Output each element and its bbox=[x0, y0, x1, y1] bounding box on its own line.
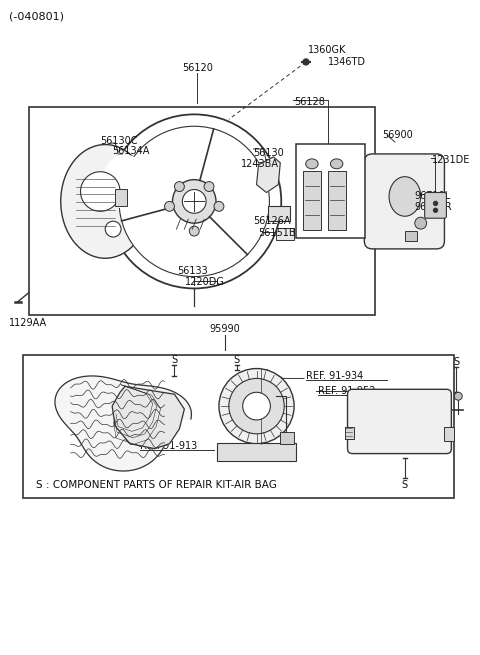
Polygon shape bbox=[256, 157, 280, 193]
Bar bbox=[276, 228, 294, 240]
Circle shape bbox=[433, 208, 437, 212]
Circle shape bbox=[243, 392, 270, 420]
Bar bbox=[280, 432, 294, 443]
Circle shape bbox=[229, 379, 284, 434]
Text: 56134A: 56134A bbox=[112, 146, 150, 156]
Circle shape bbox=[182, 189, 206, 214]
Text: 96710R: 96710R bbox=[415, 202, 452, 212]
Text: 56151B: 56151B bbox=[259, 228, 296, 238]
Text: 56126A: 56126A bbox=[253, 216, 291, 226]
Text: (-040801): (-040801) bbox=[9, 12, 64, 22]
Circle shape bbox=[204, 181, 214, 191]
Ellipse shape bbox=[306, 159, 318, 169]
Circle shape bbox=[415, 217, 427, 229]
Circle shape bbox=[119, 126, 269, 276]
Text: 56130C: 56130C bbox=[100, 136, 138, 146]
Circle shape bbox=[433, 201, 437, 206]
Circle shape bbox=[172, 179, 216, 223]
Ellipse shape bbox=[389, 177, 420, 216]
Bar bbox=[217, 443, 296, 460]
Circle shape bbox=[165, 201, 174, 212]
Circle shape bbox=[107, 115, 281, 288]
Ellipse shape bbox=[61, 145, 150, 258]
Text: 1360GK: 1360GK bbox=[308, 45, 347, 55]
Text: REF. 91-952: REF. 91-952 bbox=[318, 386, 375, 396]
Text: 1346TD: 1346TD bbox=[328, 57, 366, 67]
Circle shape bbox=[303, 59, 309, 65]
Text: 95990: 95990 bbox=[209, 324, 240, 334]
Circle shape bbox=[214, 201, 224, 212]
FancyBboxPatch shape bbox=[425, 193, 446, 218]
Text: S: S bbox=[171, 354, 178, 365]
FancyBboxPatch shape bbox=[348, 389, 451, 454]
Text: REF. 91-913: REF. 91-913 bbox=[140, 441, 197, 451]
Bar bbox=[29, 107, 375, 315]
Text: 56133: 56133 bbox=[178, 266, 208, 276]
Polygon shape bbox=[112, 386, 184, 449]
Text: 56900: 56900 bbox=[382, 130, 413, 140]
Circle shape bbox=[174, 181, 184, 191]
Text: S: S bbox=[234, 354, 240, 365]
Polygon shape bbox=[55, 376, 192, 471]
Bar bbox=[23, 355, 455, 498]
Text: 56130: 56130 bbox=[253, 148, 284, 158]
Ellipse shape bbox=[103, 155, 147, 209]
Text: S: S bbox=[402, 480, 408, 490]
Text: S : COMPONENT PARTS OF REPAIR KIT-AIR BAG: S : COMPONENT PARTS OF REPAIR KIT-AIR BA… bbox=[36, 480, 277, 490]
Text: 1243BA: 1243BA bbox=[240, 159, 279, 169]
Text: S: S bbox=[453, 356, 459, 367]
Text: 1220DG: 1220DG bbox=[185, 276, 225, 286]
Text: 56128: 56128 bbox=[294, 96, 325, 107]
Bar bbox=[328, 171, 346, 230]
Text: 1231DE: 1231DE bbox=[432, 155, 470, 165]
Ellipse shape bbox=[330, 159, 343, 169]
Text: 96710L: 96710L bbox=[415, 191, 451, 202]
Circle shape bbox=[189, 226, 199, 236]
Bar bbox=[444, 427, 455, 441]
Bar bbox=[268, 206, 290, 221]
Bar bbox=[303, 171, 321, 230]
Circle shape bbox=[105, 221, 121, 237]
Circle shape bbox=[455, 392, 462, 400]
Text: REF. 91-934: REF. 91-934 bbox=[306, 371, 363, 381]
Bar bbox=[405, 231, 417, 241]
Circle shape bbox=[219, 369, 294, 443]
Text: 56120: 56120 bbox=[182, 63, 213, 73]
Text: 1129AA: 1129AA bbox=[9, 318, 48, 328]
FancyBboxPatch shape bbox=[364, 154, 444, 249]
Bar bbox=[115, 189, 127, 206]
Bar bbox=[345, 427, 354, 439]
Circle shape bbox=[81, 172, 120, 212]
Bar bbox=[296, 144, 365, 238]
